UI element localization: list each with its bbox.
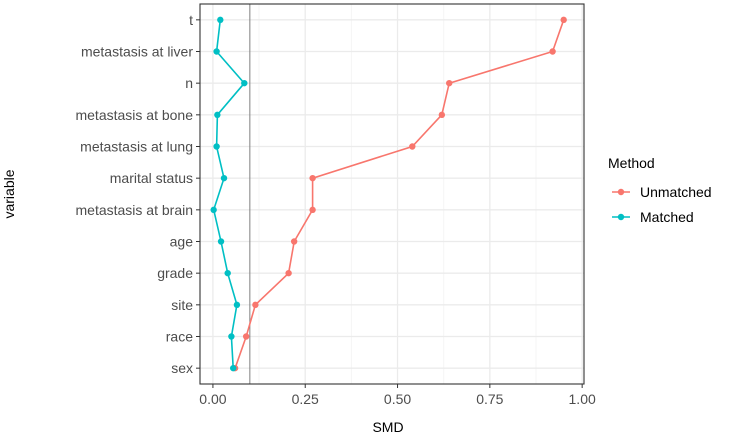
legend-key-point — [617, 213, 625, 221]
legend: Method Unmatched Matched — [608, 155, 712, 225]
y-tick-label: metastasis at lung — [80, 139, 193, 155]
y-tick-label: grade — [157, 265, 193, 281]
point-matched — [210, 206, 217, 214]
point-unmatched — [560, 16, 567, 24]
series-line-unmatched — [234, 19, 565, 369]
series-line-matched — [212, 19, 246, 369]
legend-label: Unmatched — [640, 184, 712, 200]
y-tick-label: n — [185, 75, 193, 91]
series-layer — [210, 16, 567, 372]
y-tick-label: t — [189, 12, 193, 28]
point-matched — [228, 333, 235, 340]
x-tick-label: 0.50 — [384, 391, 411, 407]
y-axis: t metastasis at liver n metastasis at bone m… — [75, 12, 200, 376]
point-unmatched — [409, 143, 416, 150]
point-unmatched — [438, 111, 446, 119]
point-unmatched — [549, 48, 556, 55]
grid — [200, 4, 584, 384]
point-unmatched — [446, 79, 453, 87]
y-tick-label: sex — [171, 360, 193, 376]
point-matched — [213, 48, 220, 55]
point-matched — [214, 111, 221, 119]
point-matched — [233, 301, 241, 309]
x-tick-label: 1.00 — [569, 391, 596, 407]
legend-label: Matched — [640, 209, 694, 225]
x-tick-label: 0.00 — [199, 391, 226, 407]
x-axis-title: SMD — [372, 419, 403, 433]
point-unmatched — [252, 301, 259, 309]
point-matched — [217, 16, 224, 24]
point-matched — [213, 143, 220, 150]
y-axis-title: variable — [1, 169, 17, 218]
legend-title: Method — [608, 155, 655, 171]
point-matched — [217, 238, 225, 245]
y-tick-label: metastasis at brain — [76, 202, 194, 218]
point-unmatched — [309, 174, 316, 182]
point-unmatched — [285, 269, 292, 277]
y-tick-label: metastasis at liver — [81, 44, 193, 60]
panel-border — [199, 3, 585, 385]
point-matched — [241, 79, 248, 87]
point-unmatched — [290, 238, 298, 245]
y-tick-label: age — [170, 234, 194, 250]
point-matched — [230, 364, 237, 372]
y-tick-label: metastasis at bone — [75, 107, 193, 123]
point-matched — [224, 269, 231, 277]
y-tick-label: marital status — [110, 170, 193, 186]
point-matched — [220, 174, 228, 182]
point-unmatched — [242, 333, 250, 340]
x-axis: 0.00 0.25 0.50 0.75 1.00 — [199, 384, 596, 407]
x-tick-label: 0.75 — [476, 391, 503, 407]
y-tick-label: site — [171, 297, 193, 313]
y-tick-label: race — [166, 329, 193, 345]
point-unmatched — [309, 206, 316, 214]
x-tick-label: 0.25 — [292, 391, 319, 407]
legend-key-point — [617, 188, 625, 196]
